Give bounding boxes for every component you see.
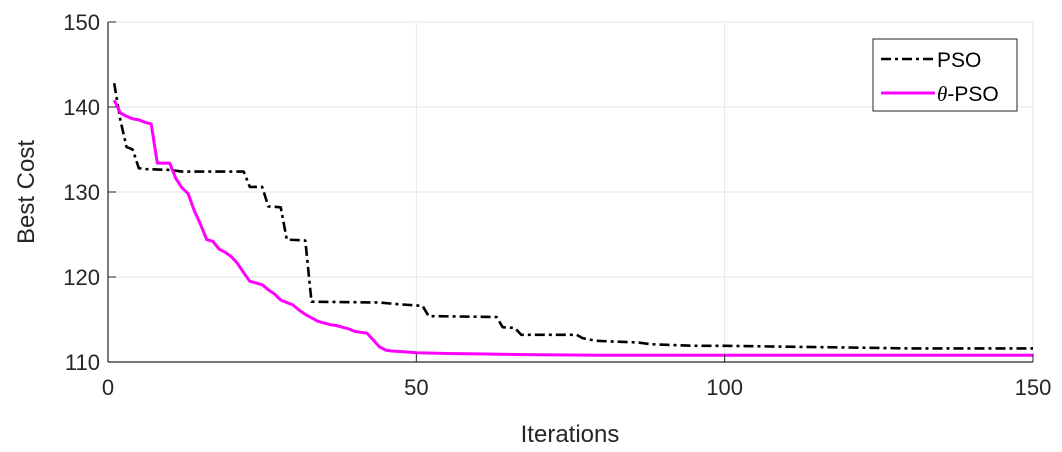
legend-label: PSO [937, 49, 981, 72]
series-line-theta-pso [112, 99, 1033, 357]
legend-label: θ-PSO [937, 82, 999, 106]
y-axis-label: Best Cost [13, 140, 40, 244]
legend-box [872, 38, 1018, 112]
legend-label-text: PSO [937, 49, 981, 72]
x-axis-label: Iterations [521, 421, 620, 448]
legend-label-text: -PSO [947, 83, 998, 106]
x-tick-label: 50 [404, 375, 428, 400]
x-tick-label: 0 [102, 375, 114, 400]
series-line-pso [112, 82, 1033, 350]
x-tick-label: 150 [1015, 375, 1052, 400]
y-tick-label: 150 [63, 10, 100, 35]
x-tick-label: 100 [706, 375, 743, 400]
ticks: 0 50 100 150 110 120 130 140 150 [63, 10, 1051, 400]
series-lines [112, 82, 1033, 357]
legend: PSO θ-PSO [872, 38, 1018, 112]
y-tick-label: 130 [63, 180, 100, 205]
y-tick-label: 140 [63, 95, 100, 120]
legend-symbol: θ [937, 82, 947, 106]
y-tick-label: 110 [65, 350, 100, 375]
y-tick-label: 120 [63, 265, 100, 290]
